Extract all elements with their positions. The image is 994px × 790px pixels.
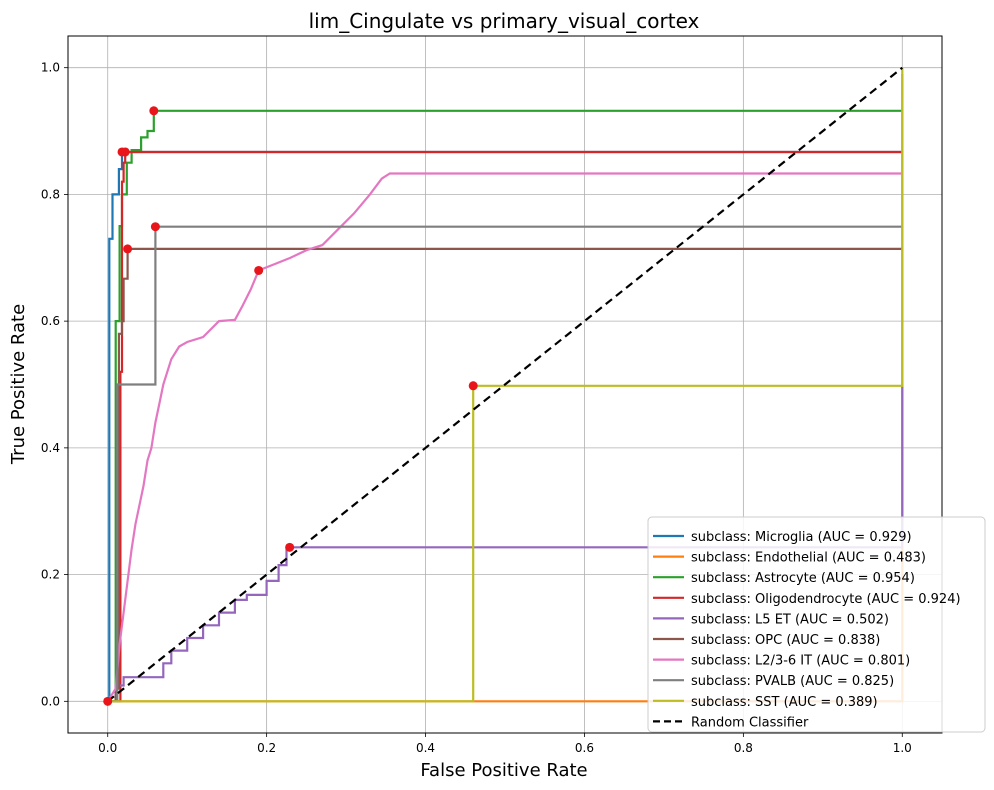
legend: subclass: Microglia (AUC = 0.929) subclas… — [647, 516, 986, 733]
legend-entry: subclass: PVALB (AUC = 0.825) — [691, 674, 894, 689]
optimal-threshold-marker — [123, 244, 133, 254]
origin-marker — [103, 696, 113, 706]
legend-entry: subclass: OPC (AUC = 0.838) — [691, 633, 880, 648]
x-tick-label: 0.4 — [416, 741, 435, 755]
marker-layer — [103, 106, 478, 706]
optimal-threshold-marker — [149, 106, 159, 116]
series-line-9 — [107, 66, 903, 703]
optimal-threshold-marker — [120, 147, 130, 157]
plot-frame — [67, 35, 943, 734]
x-tick-label: 0.2 — [257, 741, 276, 755]
x-axis-label: False Positive Rate — [420, 760, 587, 781]
optimal-threshold-marker — [285, 542, 295, 552]
chart-title: lim_Cingulate vs primary_visual_cortex — [309, 9, 700, 33]
y-tick-label: 0.6 — [41, 314, 60, 328]
legend-entry: subclass: Astrocyte (AUC = 0.954) — [691, 571, 915, 586]
legend-entry: subclass: SST (AUC = 0.389) — [691, 695, 878, 710]
legend-entry: subclass: L2/3-6 IT (AUC = 0.801) — [691, 654, 910, 669]
series-line-0 — [107, 150, 903, 703]
y-tick-label: 1.0 — [41, 61, 60, 75]
series-line-6 — [106, 172, 903, 702]
y-axis-label: True Positive Rate — [8, 304, 29, 465]
y-tick-label: 0.2 — [41, 568, 60, 582]
y-tick-label: 0.8 — [41, 187, 60, 201]
optimal-threshold-marker — [254, 265, 264, 275]
y-tick-label: 0.4 — [41, 441, 60, 455]
legend-box — [647, 516, 986, 733]
x-tick-label: 0.8 — [734, 741, 753, 755]
series-line-3 — [107, 150, 903, 703]
legend-entry: subclass: Oligodendrocyte (AUC = 0.924) — [691, 592, 961, 607]
optimal-threshold-marker — [150, 222, 160, 232]
x-tick-label: 0.0 — [98, 741, 117, 755]
x-tick-label: 1.0 — [893, 741, 912, 755]
series-line-2 — [107, 109, 903, 703]
legend-entry: Random Classifier — [691, 715, 809, 730]
legend-entry: subclass: Endothelial (AUC = 0.483) — [691, 551, 926, 566]
legend-entry: subclass: Microglia (AUC = 0.929) — [691, 530, 912, 545]
ticks: 0.0 0.2 0.4 0.6 0.8 1.0 0.0 0.2 0.4 0.6 0.8 1.0 — [41, 61, 912, 755]
series-line-4 — [107, 384, 904, 703]
y-tick-label: 0.0 — [41, 694, 60, 708]
x-tick-label: 0.6 — [575, 741, 594, 755]
optimal-threshold-marker — [468, 381, 478, 391]
legend-entry: subclass: L5 ET (AUC = 0.502) — [691, 612, 889, 627]
series-line-5 — [107, 247, 903, 703]
